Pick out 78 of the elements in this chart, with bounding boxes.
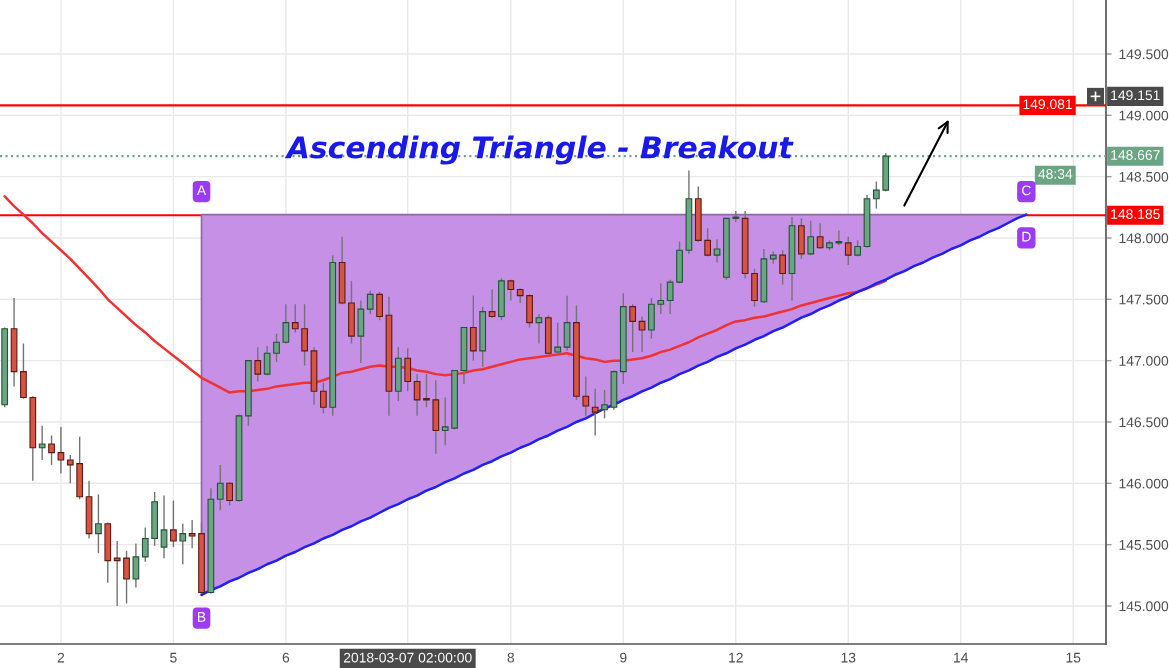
candlestick <box>376 291 383 321</box>
y-tick-label: 145.500 <box>1119 539 1169 550</box>
candlestick <box>872 180 880 210</box>
y-tick-label: 149.500 <box>1119 49 1169 60</box>
ref-line-label: 148.185 <box>1111 209 1160 220</box>
candlestick <box>535 313 543 345</box>
x-tick-label: 9 <box>620 652 627 663</box>
candlestick <box>704 227 712 258</box>
candlestick <box>582 375 590 417</box>
x-tick-label: 13 <box>841 652 856 663</box>
candlestick <box>66 454 74 485</box>
x-tick-label: 14 <box>954 652 969 663</box>
candlestick <box>779 249 787 286</box>
candlestick <box>591 388 599 437</box>
x-tick-label: 2018-03-07 02:00:00 <box>343 652 472 663</box>
candlestick <box>38 424 46 461</box>
y-tick-label: 147.000 <box>1119 355 1169 366</box>
candlestick <box>413 373 421 417</box>
candlestick <box>113 540 121 607</box>
candlestick <box>291 303 299 334</box>
x-tick-label: 8 <box>507 652 515 663</box>
y-tick-label: 146.500 <box>1119 417 1169 428</box>
candlestick <box>488 288 496 319</box>
candlestick <box>423 373 430 408</box>
candlestick <box>601 389 608 419</box>
candlestick <box>254 346 262 383</box>
line-series <box>3 195 887 394</box>
candlestick <box>301 303 308 367</box>
candlestick <box>638 315 646 353</box>
candlestick <box>319 382 327 415</box>
candlestick <box>170 499 177 548</box>
candlestick <box>48 434 55 466</box>
annotation: A <box>196 185 207 196</box>
candlestick <box>469 294 477 362</box>
annotation: B <box>198 612 206 622</box>
candlestick <box>404 347 412 393</box>
candlestick <box>273 332 280 363</box>
candlestick <box>263 345 271 377</box>
candlestick <box>123 550 130 605</box>
x-tick-label: 2 <box>57 652 65 663</box>
text: 149.151 <box>1111 90 1160 101</box>
candlestick <box>816 222 824 250</box>
candlestick <box>226 481 234 507</box>
candlestick <box>57 426 65 475</box>
candlestick <box>844 236 852 266</box>
candlestick <box>713 238 721 264</box>
y-tick-label: 145.000 <box>1119 601 1169 612</box>
candlestick <box>160 494 168 559</box>
candlestick <box>141 526 149 563</box>
y-tick-label: 148.500 <box>1119 171 1169 182</box>
candlestick <box>666 278 674 315</box>
candlestick <box>554 321 562 354</box>
candlestick <box>216 464 224 511</box>
candlestick <box>629 303 637 353</box>
y-tick-label: 148.000 <box>1119 233 1169 244</box>
candlestick <box>835 229 843 247</box>
candlestick <box>132 542 140 589</box>
text: Ascending Triangle - Breakout <box>284 135 794 165</box>
candlestick <box>441 396 449 446</box>
x-tick-label: 12 <box>729 652 743 663</box>
annotation: C <box>1022 185 1031 196</box>
ref-line-label: 148.667 <box>1111 150 1160 160</box>
annotation: D <box>1022 231 1031 242</box>
candlestick <box>179 523 187 565</box>
candlestick <box>366 290 374 315</box>
y-tick-label: 146.000 <box>1119 478 1169 489</box>
candlestick <box>95 493 102 554</box>
y-tick-label: 149.000 <box>1119 110 1169 121</box>
x-tick-label: 6 <box>282 652 290 663</box>
x-tick-label: 15 <box>1066 652 1081 663</box>
ref-line-label: 149.081 <box>1023 99 1072 110</box>
candlestick <box>807 220 815 256</box>
candlestick <box>657 282 665 315</box>
candlestick <box>282 303 290 345</box>
y-tick-label: 147.500 <box>1119 294 1169 305</box>
candlestick <box>188 519 196 550</box>
x-tick-label: 5 <box>170 652 177 663</box>
annotation: 48:34 <box>1038 169 1073 179</box>
